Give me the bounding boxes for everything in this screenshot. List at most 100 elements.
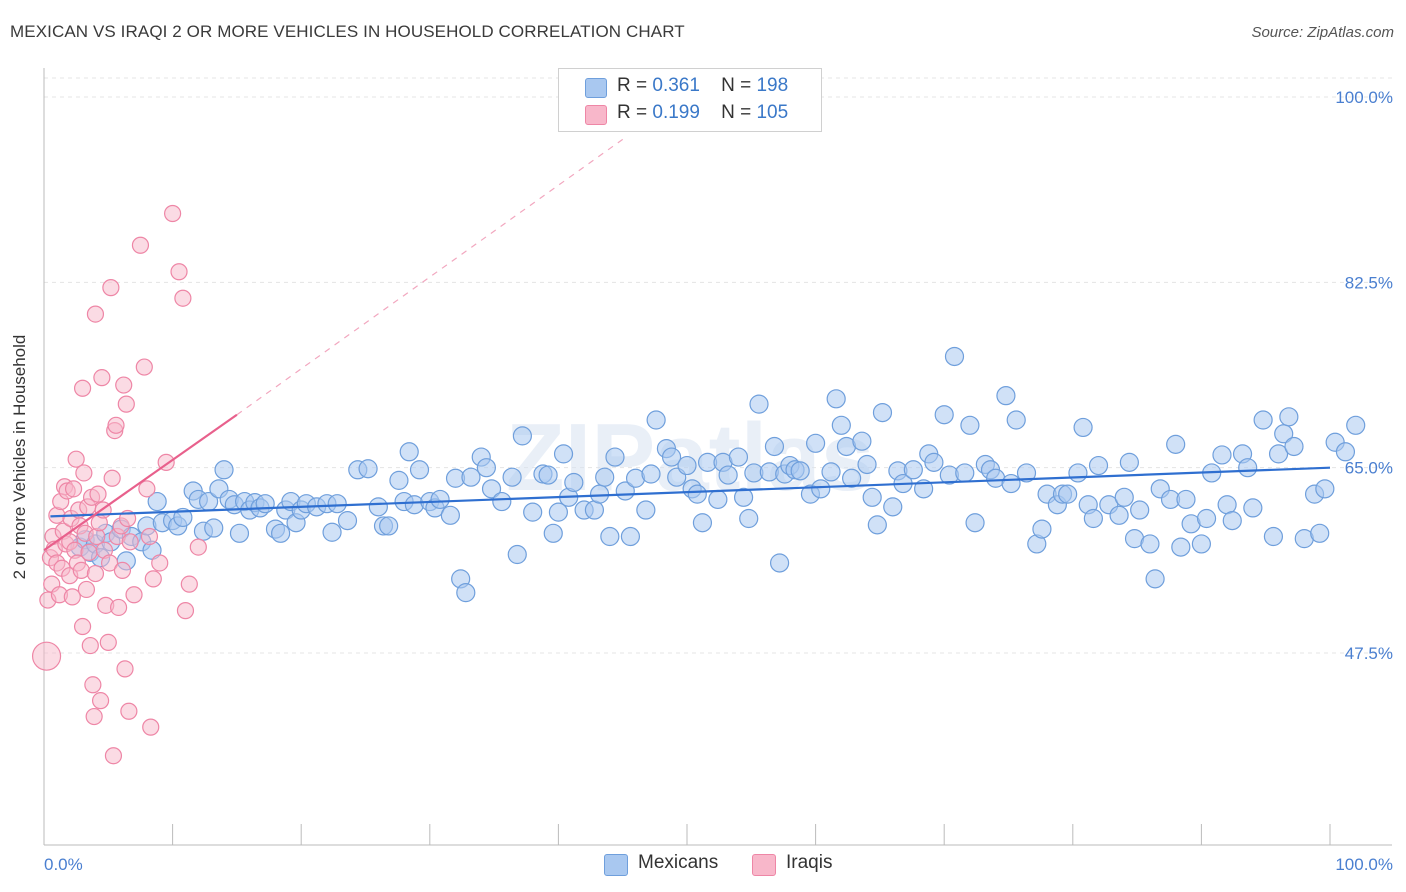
iraqi-point <box>77 580 96 599</box>
mexican-point <box>461 467 481 487</box>
iraqi-point <box>64 480 83 498</box>
legend-n-value: 105 <box>756 102 789 123</box>
mexican-point <box>440 505 460 525</box>
iraqi-point <box>121 533 139 551</box>
legend-n-label: N = <box>721 75 752 96</box>
mexican-point <box>481 479 502 499</box>
mexican-point <box>358 459 378 479</box>
x-tick-label: 0.0% <box>44 855 83 874</box>
mexican-point <box>852 431 872 451</box>
mexican-point <box>1279 407 1299 427</box>
y-axis-label: 2 or more Vehicles in Household <box>10 334 29 580</box>
mexican-point <box>1130 500 1150 520</box>
mexican-point <box>584 500 605 520</box>
mexican-point <box>924 452 944 472</box>
mexican-point <box>857 454 877 475</box>
iraqi-point <box>89 485 107 503</box>
legend-r-value: 0.361 <box>652 75 700 96</box>
mexicans-points <box>70 346 1366 603</box>
iraqi-point <box>84 676 102 694</box>
mexican-point <box>1191 534 1212 554</box>
iraqi-point <box>104 747 123 765</box>
mexican-point <box>538 465 558 485</box>
mexican-point <box>1001 473 1021 494</box>
iraqi-point <box>176 602 195 620</box>
mexican-point <box>641 464 661 484</box>
mexican-point <box>337 511 358 531</box>
iraqi-point <box>116 660 134 678</box>
mexican-point <box>1346 415 1366 435</box>
mexican-point <box>811 479 831 499</box>
mexican-point <box>1310 523 1330 543</box>
mexican-point <box>1315 479 1335 499</box>
mexican-point <box>903 460 923 480</box>
mexican-point <box>605 447 625 467</box>
mexican-point <box>553 444 574 464</box>
mexican-point <box>842 468 862 488</box>
iraqi-point <box>107 416 125 434</box>
iraqi-point <box>109 598 128 617</box>
mexican-point <box>548 502 569 522</box>
trend-lines <box>43 413 1331 552</box>
source-label: Source: ZipAtlas.com <box>1251 24 1394 41</box>
mexican-point <box>661 447 682 467</box>
iraqi-point <box>189 538 207 556</box>
iraqi-point <box>102 279 120 297</box>
mexican-point <box>831 415 851 435</box>
mexican-point <box>1032 519 1052 539</box>
grid-lines <box>44 77 1392 654</box>
mexican-point <box>204 518 224 538</box>
y-tick-label: 65.0% <box>1345 459 1393 478</box>
axes <box>43 68 1392 846</box>
iraqi-point <box>31 641 62 671</box>
iraqi-point <box>140 527 159 546</box>
mexican-point <box>960 415 980 435</box>
mexican-point <box>636 500 656 520</box>
mexican-point <box>543 523 563 543</box>
legend-n-value: 198 <box>756 75 789 96</box>
x-tick-label: 100.0% <box>1335 855 1393 874</box>
iraqi-point <box>125 586 143 604</box>
mexican-point <box>1268 444 1289 464</box>
iraqi-point <box>144 570 162 588</box>
mexican-point <box>764 436 785 457</box>
mexican-point <box>1196 508 1217 529</box>
mexican-point <box>229 523 250 543</box>
mexican-point <box>271 523 291 543</box>
mexican-point <box>322 522 342 542</box>
mexican-point <box>965 513 985 533</box>
iraqi-point <box>115 376 133 394</box>
mexican-point <box>1058 484 1078 504</box>
mexican-point <box>595 467 615 487</box>
iraqi-point <box>180 575 198 593</box>
mexican-point <box>867 515 887 535</box>
iraqi-point <box>72 561 90 579</box>
legend-r-label: R = <box>617 102 648 123</box>
mexican-point <box>646 410 666 430</box>
mexican-point <box>1083 508 1103 529</box>
mexicans-swatch <box>585 78 607 98</box>
mexican-point <box>1222 511 1242 531</box>
iraqi-point <box>142 718 160 736</box>
iraqi-point <box>73 617 92 636</box>
mexican-point <box>769 553 790 573</box>
mexican-point <box>955 463 975 483</box>
mexican-point <box>733 487 754 507</box>
mexican-point <box>1253 410 1273 430</box>
mexican-point <box>687 484 707 504</box>
mexican-point <box>996 386 1016 406</box>
mexican-point <box>1073 417 1093 438</box>
mexican-point <box>1217 495 1237 515</box>
legend-r-value: 0.199 <box>652 102 700 123</box>
iraqis-legend-label: Iraqis <box>786 852 833 873</box>
iraqi-trend-dashed <box>236 138 624 416</box>
iraqi-point <box>100 554 119 572</box>
y-tick-label: 82.5% <box>1345 273 1393 292</box>
iraqi-point <box>138 480 156 498</box>
mexican-point <box>502 467 522 487</box>
mexican-point <box>1335 442 1356 462</box>
legend-n-label: N = <box>721 102 752 123</box>
mexican-point <box>708 489 728 510</box>
mexican-point <box>944 346 965 367</box>
mexican-point <box>1016 463 1037 483</box>
